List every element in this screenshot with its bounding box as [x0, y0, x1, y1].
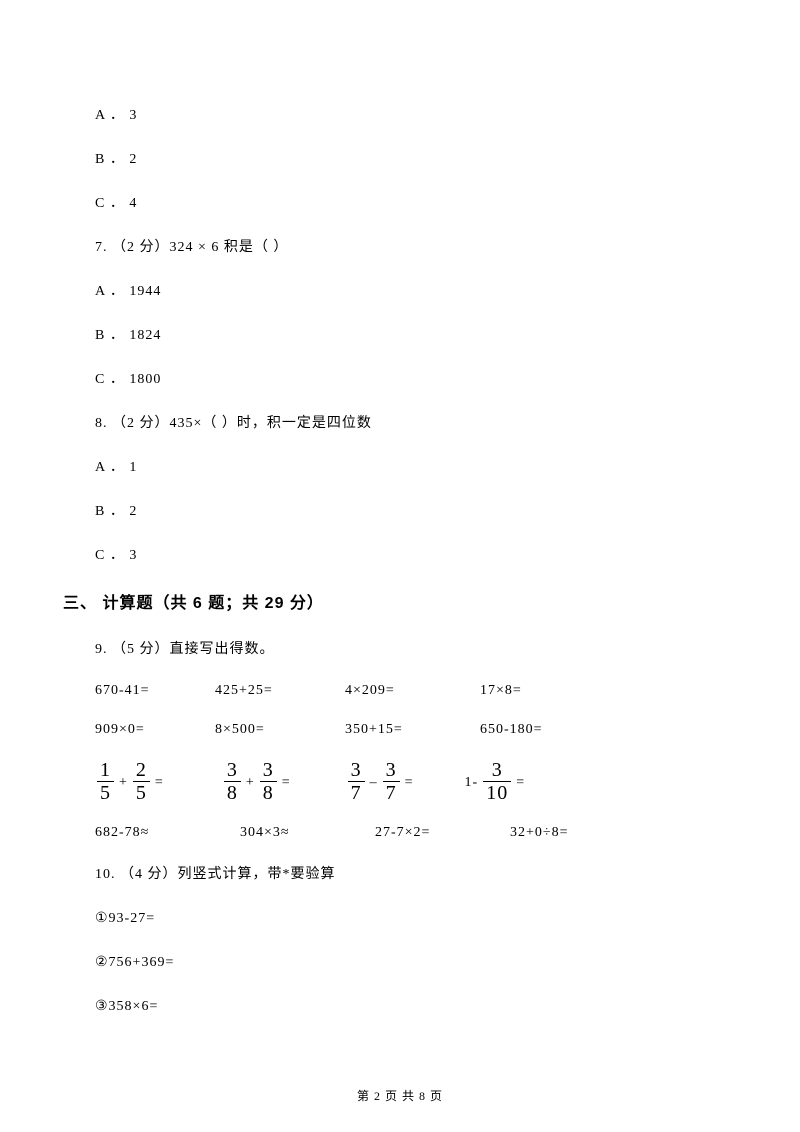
frac-3-10: 310 [483, 760, 511, 803]
q9-r4-b: 304×3≈ [240, 825, 375, 841]
q9-r1-c: 4×209= [345, 683, 480, 699]
eq-1: = [155, 775, 164, 791]
q8-text: 8. （2 分）435×（ ）时，积一定是四位数 [95, 413, 705, 434]
section3-title: 三、 计算题（共 6 题；共 29 分） [63, 589, 705, 613]
q8-choice-a: A ． 1 [95, 457, 705, 478]
eq-2: = [282, 775, 291, 791]
q7-text: 7. （2 分）324 × 6 积是（ ） [95, 237, 705, 258]
q9-row1: 670-41= 425+25= 4×209= 17×8= [95, 683, 705, 699]
prev-choice-b: B ． 2 [95, 149, 705, 170]
q8-choice-c: C ． 3 [95, 545, 705, 566]
frac-3-8a: 38 [224, 760, 241, 803]
frac-2-5: 25 [133, 760, 150, 803]
q9-r4-d: 32+0÷8= [510, 825, 568, 841]
q9-row2: 909×0= 8×500= 350+15= 650-180= [95, 722, 705, 738]
q9-text: 9. （5 分）直接写出得数。 [95, 639, 705, 660]
eq-3: = [405, 775, 414, 791]
q9-frac-row: 15 + 25 = 38 + 38 = 37 – 37 = 1- 310 = [95, 761, 705, 801]
q9-r1-a: 670-41= [95, 683, 215, 699]
q10-c: ③358×6= [95, 996, 705, 1017]
minus-icon: – [370, 775, 378, 791]
eq-4: = [516, 775, 525, 791]
q8-choice-b: B ． 2 [95, 501, 705, 522]
frac-3-8b: 38 [260, 760, 277, 803]
frac-1-5: 15 [97, 760, 114, 803]
page-footer: 第 2 页 共 8 页 [0, 1087, 800, 1104]
q9-r1-d: 17×8= [480, 683, 522, 699]
q9-r4-a: 682-78≈ [95, 825, 240, 841]
q9-r1-b: 425+25= [215, 683, 345, 699]
q10-b: ②756+369= [95, 952, 705, 973]
q7-choice-c: C ． 1800 [95, 369, 705, 390]
one-minus: 1- [465, 775, 479, 791]
q10-text: 10. （4 分）列竖式计算，带*要验算 [95, 864, 705, 885]
q9-row4: 682-78≈ 304×3≈ 27-7×2= 32+0÷8= [95, 825, 705, 841]
q9-r2-a: 909×0= [95, 722, 215, 738]
frac-3-7b: 37 [383, 760, 400, 803]
q9-r2-c: 350+15= [345, 722, 480, 738]
q9-r2-d: 650-180= [480, 722, 543, 738]
q7-choice-b: B ． 1824 [95, 325, 705, 346]
prev-choice-c: C ． 4 [95, 193, 705, 214]
q7-choice-a: A ． 1944 [95, 281, 705, 302]
q9-r2-b: 8×500= [215, 722, 345, 738]
prev-choice-a: A ． 3 [95, 105, 705, 126]
plus-icon-2: + [246, 775, 255, 791]
frac-3-7a: 37 [348, 760, 365, 803]
q9-r4-c: 27-7×2= [375, 825, 510, 841]
plus-icon: + [119, 775, 128, 791]
q10-a: ①93‐27= [95, 908, 705, 929]
